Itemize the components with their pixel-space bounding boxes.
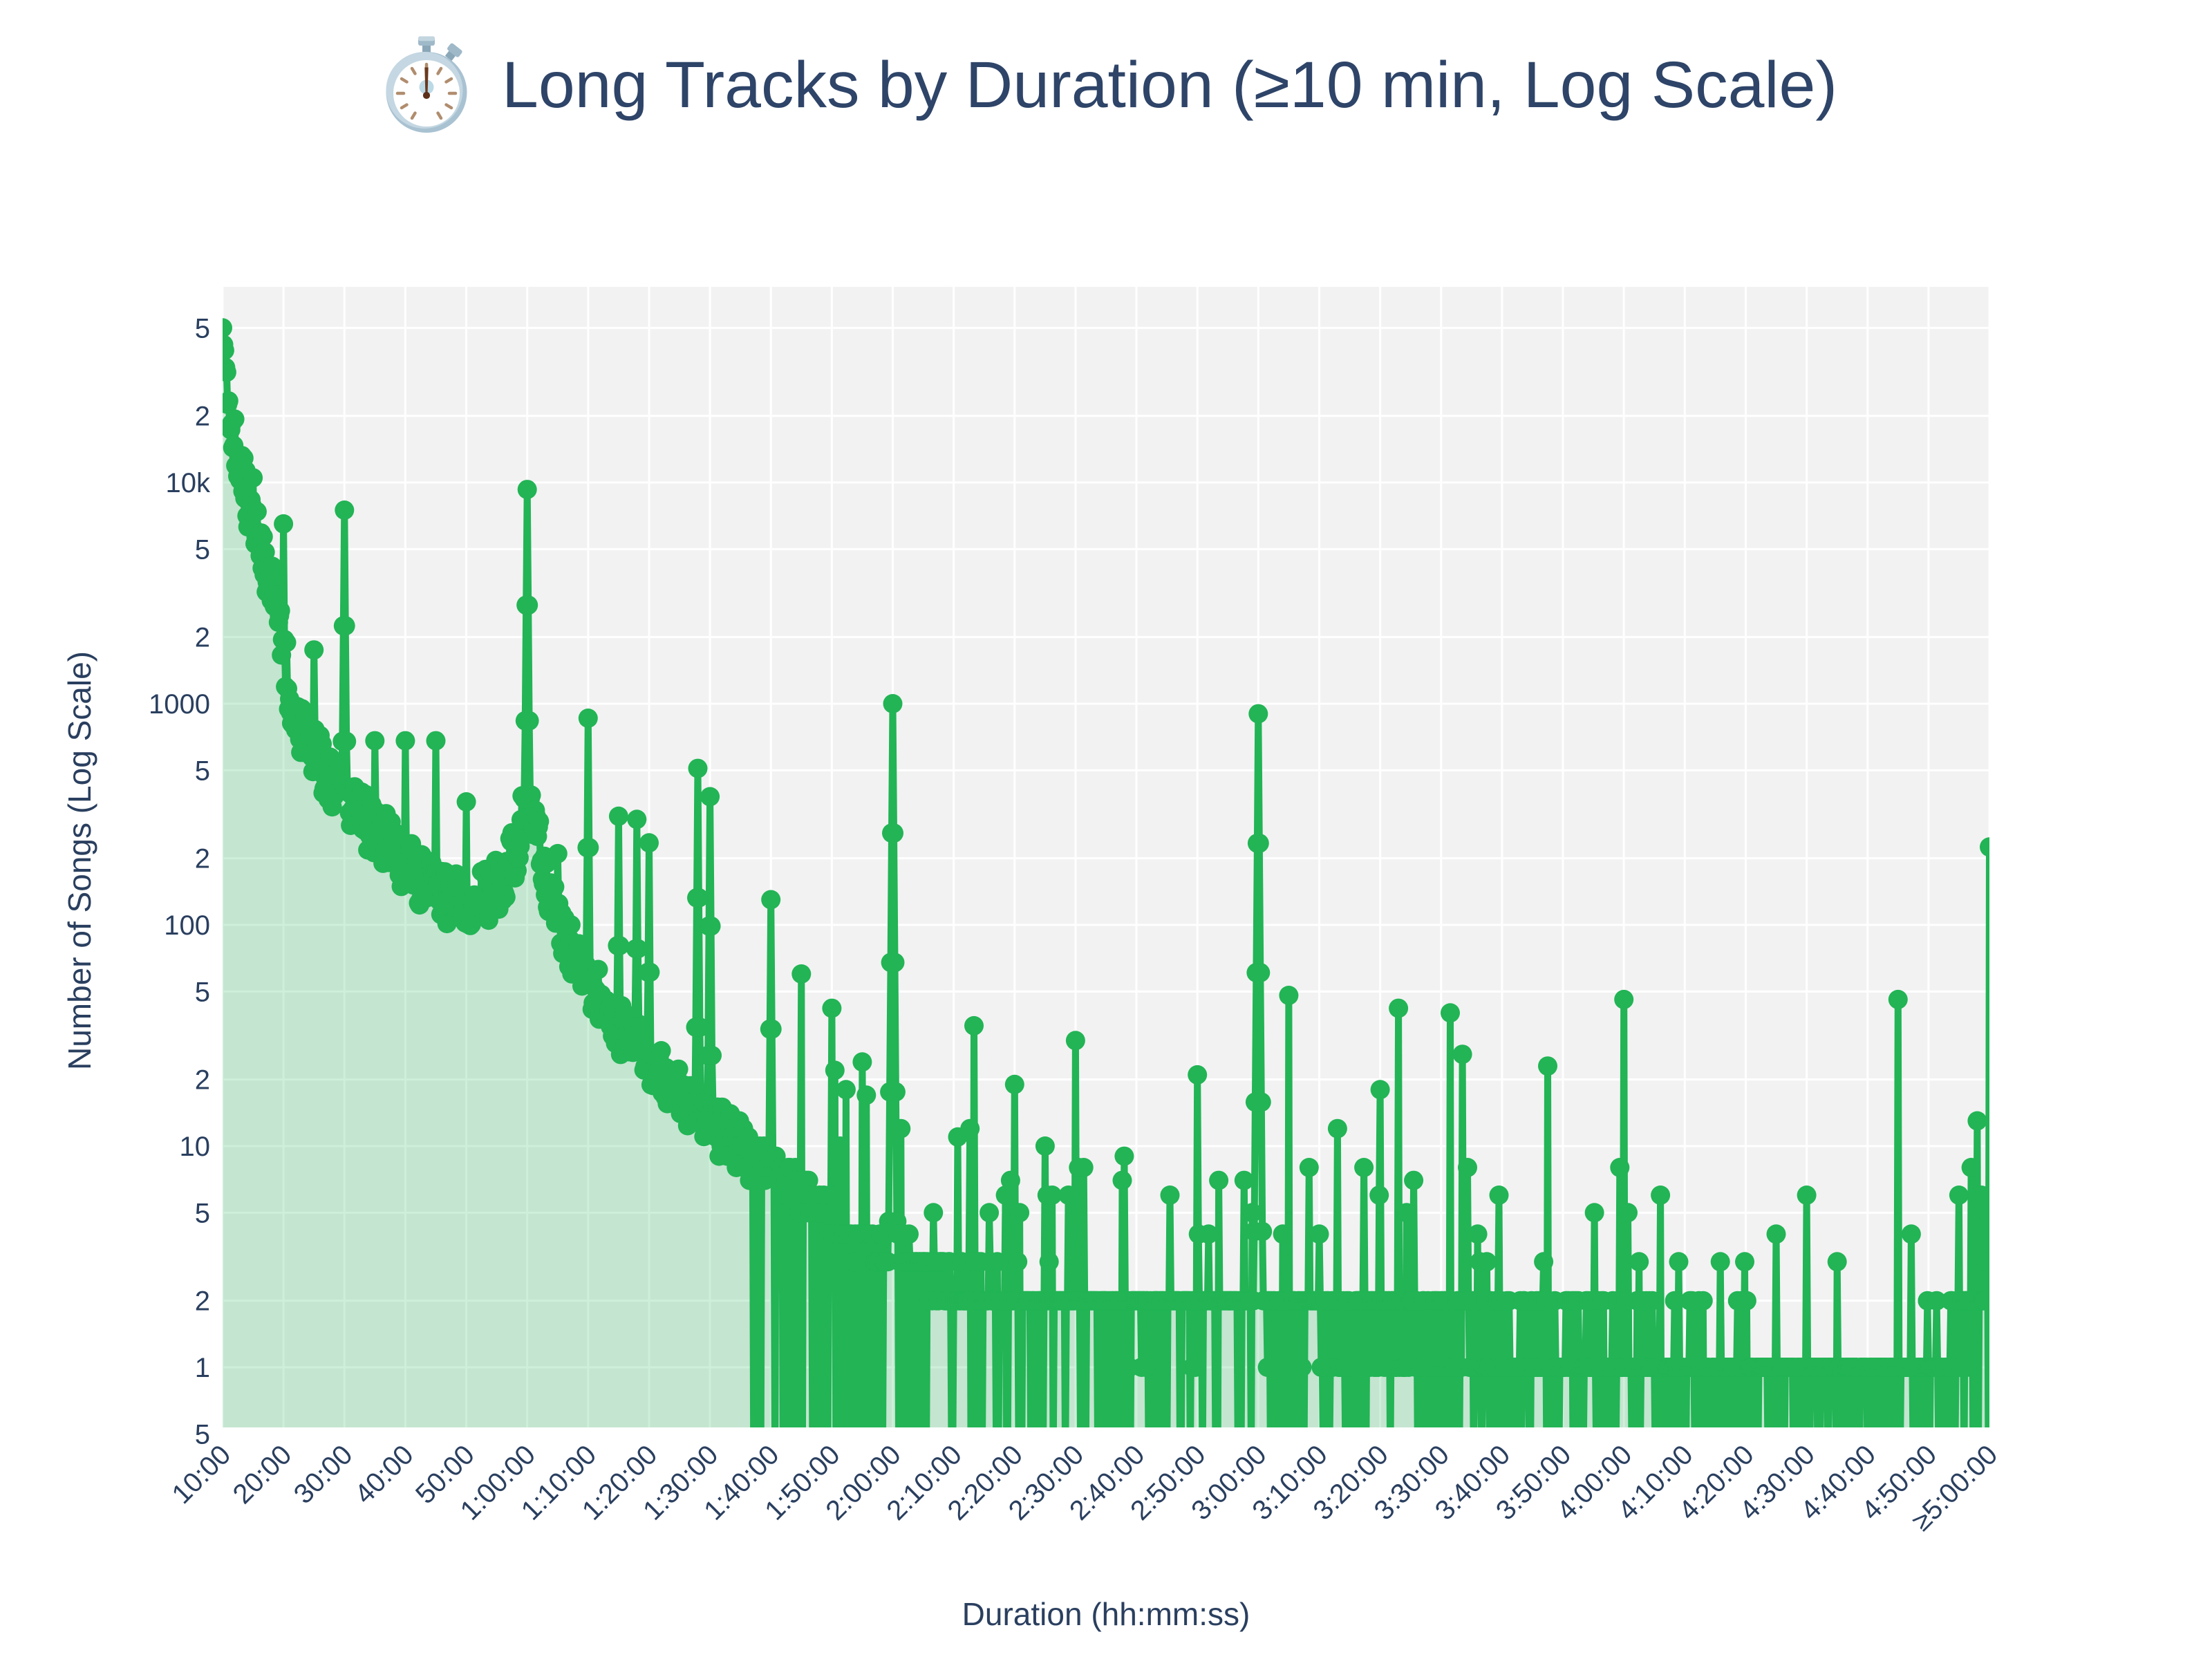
y-tick-label: 5 — [195, 977, 210, 1007]
y-tick-label: 5 — [195, 313, 210, 344]
x-tick-label: 40:00 — [349, 1439, 420, 1510]
y-tick-label: 2 — [195, 1286, 210, 1317]
y-tick-labels: 5 2 10k 5 2 1000 5 2 100 5 2 10 5 2 1 5 — [149, 313, 211, 1450]
y-tick-label: 5 — [195, 1419, 210, 1450]
y-tick-label: 5 — [195, 534, 210, 565]
y-tick-label: 10k — [166, 468, 211, 498]
x-tick-labels: 10:0020:0030:0040:0050:001:00:001:10:001… — [166, 1439, 2003, 1537]
y-tick-label: 1 — [195, 1353, 210, 1383]
y-tick-label: 2 — [195, 1065, 210, 1096]
y-tick-label: 100 — [164, 910, 210, 941]
y-tick-label: 5 — [195, 1198, 210, 1228]
x-tick-label: 10:00 — [166, 1439, 236, 1510]
chart-title-text: Long Tracks by Duration (≥10 min, Log Sc… — [502, 48, 1837, 122]
y-tick-label: 2 — [195, 623, 210, 653]
chart-title: Long Tracks by Duration (≥10 min, Log Sc… — [0, 26, 2212, 144]
y-tick-label: 2 — [195, 402, 210, 432]
x-tick-label: 30:00 — [288, 1439, 359, 1510]
series-long-tracks — [223, 318, 1989, 1427]
y-tick-label: 10 — [180, 1132, 211, 1162]
x-axis-title: Duration (hh:mm:ss) — [962, 1596, 1250, 1632]
series-markers — [223, 318, 1989, 1377]
y-tick-label: 2 — [195, 844, 210, 874]
x-tick-label: 20:00 — [227, 1439, 298, 1510]
y-tick-label: 1000 — [149, 689, 210, 720]
stopwatch-icon — [386, 36, 467, 133]
y-tick-label: 5 — [195, 756, 210, 786]
